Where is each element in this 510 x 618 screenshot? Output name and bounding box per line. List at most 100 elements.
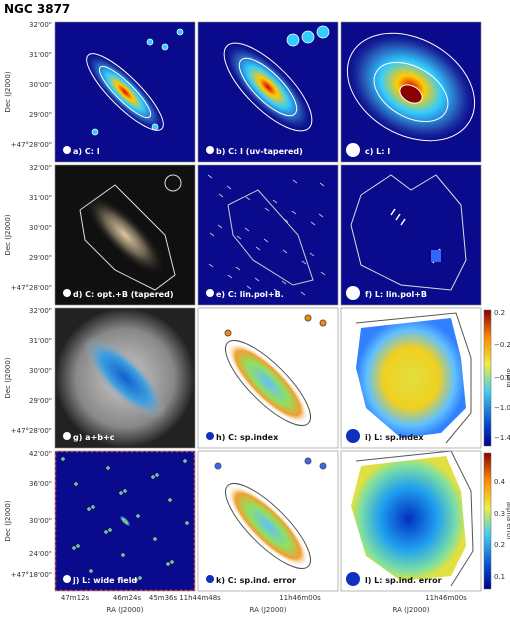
emission	[351, 456, 466, 581]
beam	[346, 286, 360, 300]
panel-border	[340, 21, 482, 163]
contour	[79, 184, 176, 291]
panel: k) C: sp.ind. error	[198, 451, 338, 591]
beam	[206, 575, 214, 583]
panel-background	[198, 165, 338, 305]
vector	[309, 252, 315, 257]
emission	[227, 342, 309, 424]
y-tick-label: 29'00"	[29, 397, 52, 405]
vector	[235, 266, 241, 271]
emission	[238, 57, 298, 117]
emission	[225, 340, 311, 426]
vector	[390, 208, 396, 216]
source	[108, 528, 112, 532]
source	[151, 475, 155, 479]
vector	[301, 260, 307, 265]
source	[91, 505, 95, 509]
y-tick-label: 30'00"	[29, 517, 52, 525]
vector	[320, 271, 326, 276]
beam	[346, 429, 360, 443]
vector	[264, 207, 270, 212]
y-tick-label: 36'00"	[29, 480, 52, 488]
y-tick-label: 29'00"	[29, 254, 52, 262]
source	[119, 491, 123, 495]
y-tick-label: 30'00"	[29, 81, 52, 89]
x-tick-label: 46m24s	[113, 594, 142, 602]
panel-label: e) C: lin.pol+B.	[216, 290, 284, 299]
vector	[310, 221, 316, 226]
panel-border	[197, 450, 339, 592]
y-tick-label: 31'00"	[29, 194, 52, 202]
panel-label: j) L: wide field	[72, 576, 137, 585]
panel-border	[340, 450, 482, 592]
x-axis-label: RA (J2000)	[393, 606, 430, 614]
emission	[83, 336, 167, 420]
beam	[63, 575, 71, 583]
panel-border	[197, 164, 339, 306]
y-tick-label: 42'00"	[29, 450, 52, 458]
x-tick-label: 11h46m00s	[425, 594, 467, 602]
source	[301, 30, 315, 44]
source	[138, 576, 142, 580]
source	[214, 462, 222, 470]
vector	[282, 249, 288, 254]
vector	[245, 196, 251, 201]
vector	[263, 238, 269, 243]
vector	[254, 277, 260, 282]
source	[121, 553, 125, 557]
source	[153, 537, 157, 541]
panel-border	[54, 450, 196, 592]
emission	[223, 42, 313, 132]
panel: h) C: sp.index	[198, 308, 338, 448]
x-tick-label: 45m36s	[149, 594, 178, 602]
colorbar	[483, 309, 492, 447]
source	[224, 329, 232, 337]
colorbar-label: alpha	[505, 368, 510, 387]
colorbar	[483, 452, 492, 590]
y-tick-label: 30'00"	[29, 367, 52, 375]
source	[91, 128, 99, 136]
colorbar-tick-label: −0.2	[494, 341, 510, 349]
colorbar-tick-label: 0.2	[494, 541, 505, 549]
source	[136, 514, 140, 518]
figure-title: NGC 3877	[4, 2, 70, 16]
colorbar-tick-label: −1.4	[494, 434, 510, 442]
source	[316, 25, 330, 39]
colorbar-tick-label: 0.2	[494, 309, 505, 317]
source	[319, 462, 327, 470]
patch	[431, 250, 441, 262]
vector	[244, 227, 250, 232]
source	[106, 466, 110, 470]
beam	[63, 289, 71, 297]
source	[170, 560, 174, 564]
source	[155, 473, 159, 477]
x-tick-label: 11h46m00s	[279, 594, 321, 602]
panel-border	[197, 307, 339, 449]
y-axis-label: Dec (J2000)	[4, 71, 12, 112]
y-tick-label: 32'00"	[29, 307, 52, 315]
panel: j) L: wide field	[55, 451, 195, 591]
emission	[98, 65, 152, 119]
source	[123, 489, 127, 493]
x-axis-label: RA (J2000)	[107, 606, 144, 614]
panel-label: d) C: opt.+B (tapered)	[73, 290, 173, 299]
beam	[206, 289, 214, 297]
vector	[236, 235, 242, 240]
vector	[218, 193, 224, 198]
vector	[226, 185, 232, 190]
colorbar-tick-label: 0.3	[494, 510, 505, 518]
emission	[356, 318, 466, 438]
source	[104, 530, 108, 534]
y-tick-label: +47°18'00"	[11, 571, 52, 579]
panel-border	[197, 21, 339, 163]
panel-border	[340, 164, 482, 306]
y-axis-label: Dec (J2000)	[4, 357, 12, 398]
contour	[346, 32, 476, 142]
panel: f) L: lin.pol+B	[341, 165, 481, 305]
source	[183, 459, 187, 463]
panel: l) L: sp.ind. error	[341, 451, 481, 591]
panel-border	[54, 307, 196, 449]
contour	[373, 62, 449, 122]
vector	[217, 224, 223, 229]
vector	[400, 218, 406, 226]
